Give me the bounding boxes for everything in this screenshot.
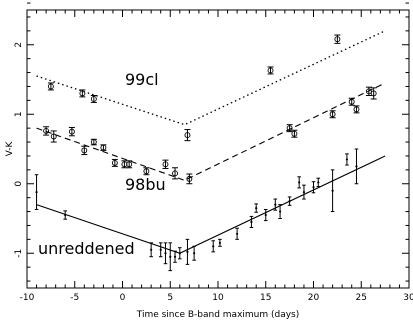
data-point (81, 147, 88, 154)
data-point (79, 90, 86, 97)
data-point (126, 161, 133, 168)
data-point (111, 159, 118, 166)
data-points (34, 34, 377, 272)
x-tick-label: 5 (167, 293, 173, 303)
y-tick-label: -1 (14, 249, 24, 258)
data-point (150, 248, 153, 251)
data-point (186, 175, 193, 182)
x-tick-label: 15 (260, 293, 271, 303)
data-point (169, 255, 172, 258)
data-point (143, 168, 150, 175)
y-tick-label: 0 (14, 181, 24, 187)
data-point (90, 139, 97, 146)
data-point (329, 111, 336, 118)
data-point (193, 252, 196, 255)
y-axis-title: V-K (5, 141, 15, 157)
x-tick-label: 10 (212, 293, 224, 303)
data-point (159, 248, 162, 251)
data-point (43, 127, 50, 134)
x-axis-title: Time since B-band maximum (days) (136, 310, 300, 320)
data-point (317, 181, 320, 184)
data-point (264, 213, 267, 217)
data-point (348, 98, 355, 105)
data-point (100, 144, 107, 151)
data-point (236, 232, 239, 235)
data-point (286, 125, 293, 132)
axis-ticks (26, 2, 410, 288)
data-point (162, 161, 169, 168)
y-tick-label: 2 (14, 42, 24, 48)
x-tick-labels: -10 -5 0 5 10 15 20 25 30 (20, 293, 413, 303)
data-point (298, 181, 301, 184)
curve-label-99cl: 99cl (125, 70, 159, 89)
x-tick-label: -5 (70, 293, 79, 303)
data-point (302, 190, 306, 194)
data-point (312, 186, 315, 189)
data-point (278, 210, 282, 213)
data-point (353, 106, 360, 113)
x-tick-label: 20 (308, 293, 320, 303)
data-point (35, 190, 38, 194)
data-point (164, 252, 167, 255)
curve-label-98bu: 98bu (125, 175, 166, 194)
x-tick-label: 30 (403, 293, 413, 303)
data-point (68, 128, 75, 135)
data-point (172, 170, 178, 177)
data-point (186, 250, 189, 253)
data-point (218, 241, 222, 244)
data-point (178, 252, 181, 255)
data-point (267, 67, 274, 74)
data-point (212, 245, 215, 248)
y-tick-labels: 2 1 0 -1 (14, 42, 24, 258)
data-point (184, 132, 191, 139)
x-tick-label: -10 (20, 293, 35, 303)
data-point (331, 189, 334, 192)
x-tick-label: 25 (356, 293, 367, 303)
data-point (47, 83, 54, 90)
fit-lines (36, 30, 386, 254)
data-point (274, 203, 277, 206)
y-tick-label: 1 (14, 111, 24, 117)
data-point (365, 88, 372, 95)
x-tick-label: 0 (120, 293, 126, 303)
data-point (288, 200, 291, 203)
data-point (334, 36, 341, 43)
data-point (370, 90, 377, 97)
data-point (90, 96, 97, 102)
data-point (250, 220, 253, 224)
data-point (355, 165, 358, 168)
data-point (345, 158, 349, 161)
data-point (50, 133, 57, 140)
data-point (255, 206, 258, 210)
fit-line (36, 82, 386, 181)
data-point (291, 130, 298, 137)
curve-label-unreddened: unreddened (38, 239, 135, 258)
data-point (173, 255, 177, 258)
data-point (64, 213, 67, 217)
